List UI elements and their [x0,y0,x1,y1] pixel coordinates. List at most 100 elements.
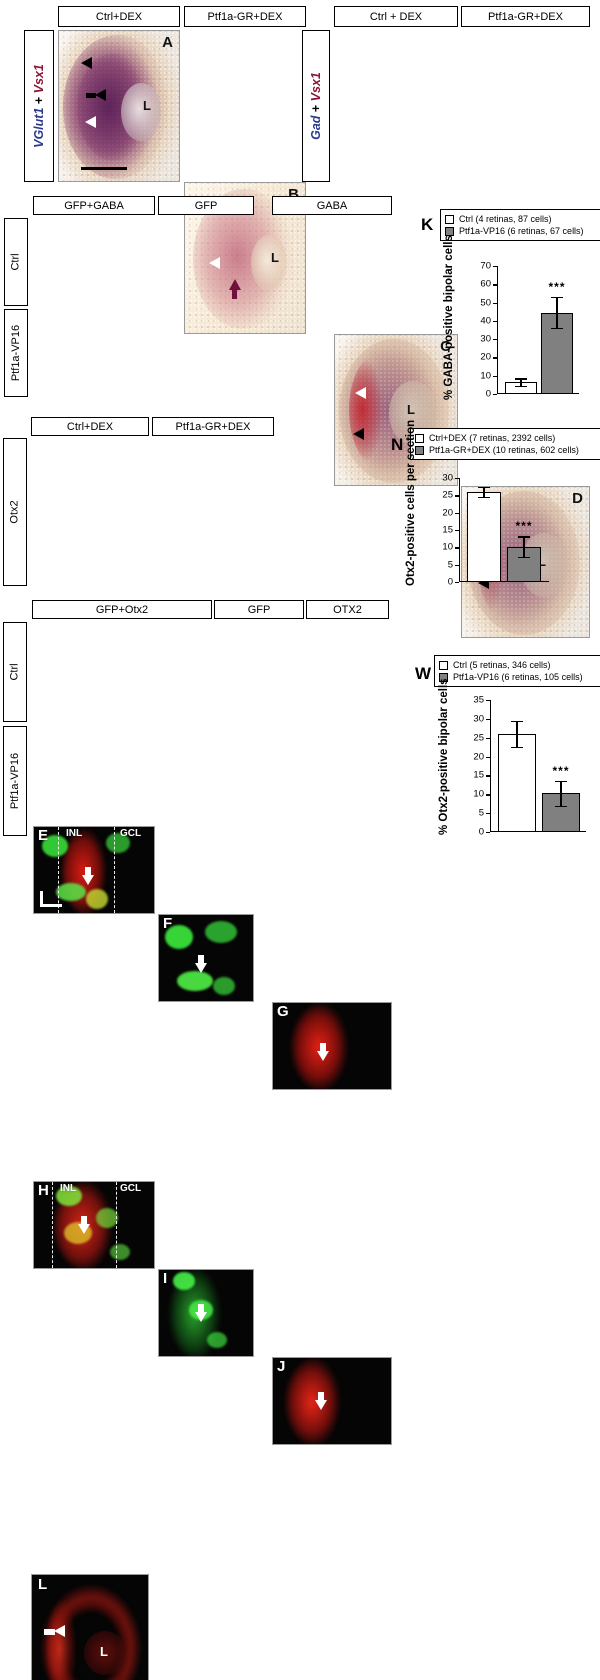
row-label-text: VGlut1 + Vsx1 [32,64,46,148]
arrow-shaft-A [86,93,96,98]
legend-item-ctrl-dex: Ctrl+DEX (7 retinas, 2392 cells) [415,432,600,444]
chart-letter-W: W [415,664,432,683]
y-tick-label: 0 [485,388,491,400]
lens-label-B: L [271,250,279,265]
y-axis [459,478,461,582]
chart-letter-K: K [421,215,434,234]
panel-letter-E: E [38,827,49,844]
y-tick [486,775,490,777]
error-bar [520,378,522,386]
y-tick [455,512,459,514]
panel-letter-H: H [38,1182,49,1199]
panel-letter-J: J [277,1358,286,1375]
y-tick [493,357,497,359]
header-label: Ptf1a-GR+DEX [175,420,251,433]
header-label: GFP [194,199,218,212]
gfp-cell-3 [96,1208,118,1228]
row-label-ctrl-gaba: Ctrl [4,218,28,306]
header-label: GFP [247,603,271,616]
chart-plot-W[interactable]: 0 5 10 15 20 25 30 35 *** [473,695,586,838]
gcl-label-E: GCL [120,828,142,839]
panel-I[interactable]: I [158,1269,254,1357]
header-label: GFP+Otx2 [95,603,149,616]
row-label-text: Ctrl [9,253,22,271]
error-cap-lower [478,497,490,499]
y-tick [486,832,490,834]
header-ptf1a-gr-dex-otx2: Ptf1a-GR+DEX [152,417,274,436]
inl-border-right [116,1182,117,1268]
y-tick [493,375,497,377]
panel-A[interactable]: A L [58,30,180,182]
scale-bar-E-vert [40,891,43,907]
error-bar [523,536,525,558]
x-axis [459,580,549,582]
header-ptf1a-gr-dex-gad: Ptf1a-GR+DEX [461,6,590,27]
arrow-maroon-B [229,279,241,290]
panel-F[interactable]: F [158,914,254,1002]
chart-legend-K: Ctrl (4 retinas, 87 cells) Ptf1a-VP16 (6… [440,209,600,241]
bar-ctrl-dex[interactable] [467,491,501,582]
y-tick [493,339,497,341]
inl-border-left [52,1182,53,1268]
y-tick-label: 20 [480,351,491,363]
panel-E[interactable]: E INL GCL [33,826,155,914]
legend-swatch-gray [439,672,448,682]
arrowhead-white-B [209,257,220,269]
error-cap-upper [551,297,563,299]
gfp-cell-4 [110,1244,130,1260]
legend-label: Ctrl+DEX (7 retinas, 2392 cells) [429,433,556,443]
row-label-gad-vsx1: Gad + Vsx1 [302,30,330,182]
legend-label: Ptf1a-VP16 (6 retinas, 105 cells) [453,672,583,682]
row-label-ptf1a-vp16-gaba: Ptf1a-VP16 [4,309,28,397]
arrowhead-white-L [54,1625,65,1637]
row-label-text: Gad + Vsx1 [309,72,324,140]
y-tick [493,284,497,286]
lens-label-D: L [538,554,546,569]
y-tick-label: 60 [480,278,491,290]
y-tick-label: 30 [480,333,491,345]
y-tick [486,700,490,702]
header-ctrl-dex-gad: Ctrl + DEX [334,6,458,27]
lens-label-C: L [407,402,415,417]
header-ctrl-dex-insitu: Ctrl+DEX [58,6,180,27]
legend-item-ptf1a-gr-dex: Ptf1a-GR+DEX (10 retinas, 602 cells) [415,444,600,456]
header-ctrl-dex-otx2: Ctrl+DEX [31,417,149,436]
arrowhead-white-G [317,1051,329,1061]
bar-ptf1a-gr-dex[interactable] [507,546,541,582]
bar-ctrl[interactable] [498,733,536,832]
panel-L[interactable]: L L [31,1574,149,1680]
panel-letter-I: I [163,1270,168,1287]
chart-plot-N[interactable]: 0 5 10 15 20 25 30 *** [442,473,549,588]
y-tick-label: 10 [473,788,484,800]
y-tick [455,478,459,480]
y-tick [486,756,490,758]
arrow-shaft-I [198,1304,204,1313]
header-gfp-1: GFP [158,196,254,215]
legend-label: Ptf1a-GR+DEX (10 retinas, 602 cells) [429,445,579,455]
arrow-shaft-E [85,867,91,876]
arrowhead-black-outer-A [81,57,92,69]
gfp-cell-3 [56,883,86,901]
header-gaba: GABA [272,196,392,215]
y-tick-label: 5 [478,807,484,819]
arrow-shaft-L [44,1629,55,1635]
error-cap-upper [478,486,490,488]
error-cap-lower [511,747,523,749]
gfp-cell-4 [213,977,235,995]
chart-legend-N: Ctrl+DEX (7 retinas, 2392 cells) Ptf1a-G… [410,428,600,460]
panel-J[interactable]: J [272,1357,392,1445]
y-tick [493,266,497,268]
header-label: Ctrl+DEX [66,420,114,433]
scale-bar-E [40,904,62,907]
arrowhead-white-C [355,387,366,399]
error-cap-upper [515,378,527,380]
panel-C[interactable]: C L [334,334,458,486]
y-tick-label: 0 [478,826,484,838]
panel-G[interactable]: G [272,1002,392,1090]
y-tick-label: 20 [442,507,453,519]
chart-plot-K[interactable]: 0 10 20 30 40 50 60 70 *** [480,261,579,400]
arrow-black-inner-A [95,89,106,101]
header-gfp-gaba: GFP+GABA [33,196,155,215]
row-label-text: Otx2 [9,500,22,524]
panel-H[interactable]: H INL GCL [33,1181,155,1269]
